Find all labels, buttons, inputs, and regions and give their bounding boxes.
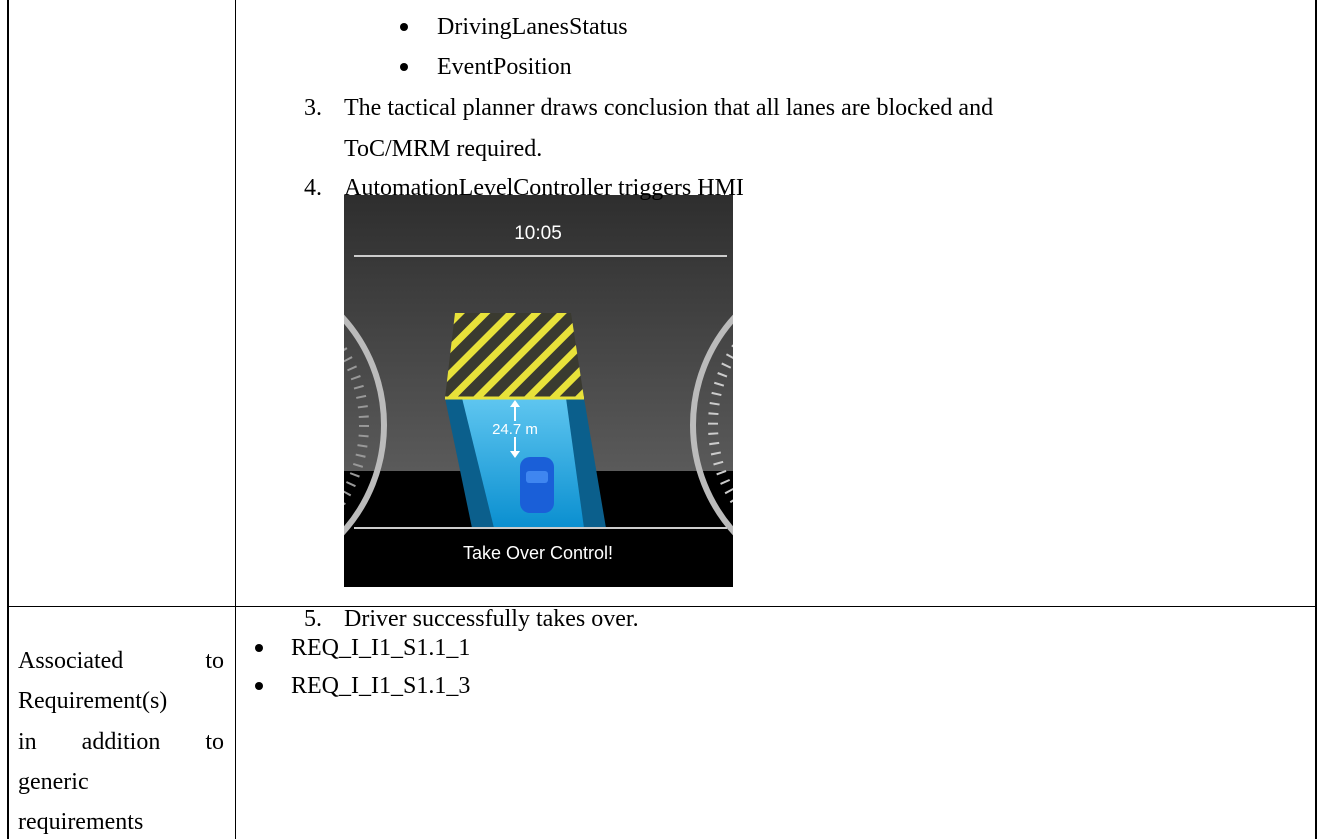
table-border <box>1315 0 1317 839</box>
bullet <box>255 644 263 652</box>
table-border <box>7 0 9 839</box>
hmi-message: Take Over Control! <box>463 543 613 563</box>
bullet-item: EventPosition <box>437 54 572 80</box>
bullet <box>400 63 408 71</box>
requirement-label: in addition to <box>18 728 224 755</box>
step-text: Driver successfully takes over. <box>344 606 639 632</box>
step-number: 5. <box>304 606 322 632</box>
bullet <box>400 23 408 31</box>
bullet <box>255 682 263 690</box>
hmi-screenshot: 24.7 m 10:05 Take Over Control! <box>344 195 733 587</box>
step-number: 4. <box>304 175 322 201</box>
hmi-distance: 24.7 m <box>492 421 538 438</box>
requirement-label: Requirement(s) <box>18 688 168 715</box>
hmi-clock: 10:05 <box>514 223 562 244</box>
table-border <box>235 0 236 839</box>
requirement-label: Associated to <box>18 648 224 674</box>
step-text: The tactical planner draws conclusion th… <box>344 95 994 121</box>
step-text: AutomationLevelController triggers HMI <box>344 175 744 201</box>
requirement-item: REQ_I_I1_S1.1_3 <box>291 673 471 699</box>
requirement-label: generic <box>18 768 89 795</box>
requirement-label: requirements <box>18 809 144 836</box>
requirement-item: REQ_I_I1_S1.1_1 <box>291 635 471 661</box>
step-number: 3. <box>304 95 322 121</box>
bullet-item: DrivingLanesStatus <box>437 14 628 40</box>
step-text: ToC/MRM required. <box>344 136 543 162</box>
table-border <box>7 606 1317 607</box>
